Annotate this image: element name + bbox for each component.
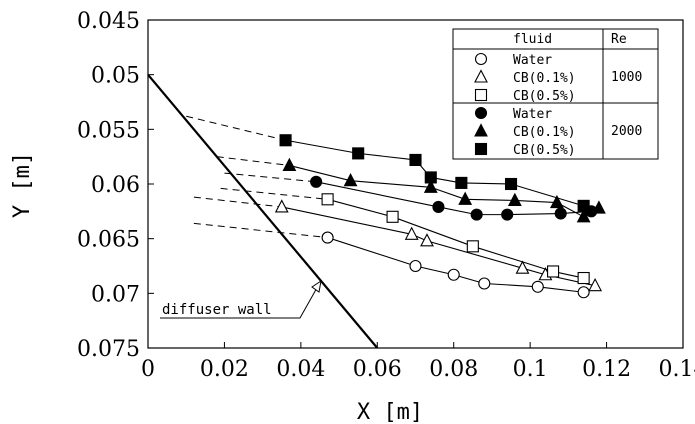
data-point: [455, 176, 468, 189]
data-point: [409, 259, 422, 273]
data-point: [470, 208, 483, 221]
data-point: [310, 175, 323, 188]
series-dashed-extension: [220, 187, 328, 200]
legend-marker: [474, 106, 488, 120]
x-tick-label: 0.08: [429, 357, 478, 382]
legend-header-re: Re: [611, 32, 627, 47]
series-3: [224, 172, 598, 221]
series-line: [289, 164, 600, 218]
diffuser-wall-annotation: diffuser wall: [160, 279, 322, 319]
data-point: [531, 280, 544, 293]
legend-marker: [474, 123, 488, 137]
legend-entry: Water: [513, 53, 552, 68]
data-point: [507, 192, 522, 206]
legend-marker: [474, 88, 488, 102]
y-tick-label: 0.055: [77, 118, 140, 143]
annotation-leader: [160, 285, 319, 319]
data-point: [321, 231, 334, 244]
y-tick-label: 0.065: [77, 228, 140, 253]
legend-entry: Water: [513, 107, 552, 122]
annotation-text: diffuser wall: [162, 302, 272, 318]
series-0: [193, 222, 590, 299]
legend-re-value: 2000: [611, 124, 642, 139]
x-tick-label: 0.14: [659, 357, 695, 382]
legend-entry: CB(0.1%): [513, 125, 576, 140]
legend-marker: [474, 142, 488, 156]
data-point: [466, 240, 479, 253]
data-point: [549, 194, 564, 209]
series-line: [316, 181, 592, 216]
legend: fluid Re Water CB(0.1%) CB(0.5%) Water CB(0.1%…: [452, 28, 659, 160]
data-point: [404, 226, 419, 240]
series-dashed-extension: [193, 222, 328, 239]
series-dashed-extension: [224, 172, 317, 183]
data-point: [515, 260, 530, 274]
y-tick-label: 0.045: [77, 9, 140, 34]
data-point: [352, 147, 365, 160]
y-tick-label: 0.075: [77, 337, 140, 362]
data-point: [577, 286, 590, 299]
data-point: [282, 157, 297, 171]
x-tick-label: 0.12: [582, 357, 631, 382]
data-point: [504, 177, 518, 191]
data-point: [577, 199, 590, 212]
legend-re-value: 1000: [611, 70, 642, 85]
data-point: [592, 200, 606, 214]
series-dashed-extension: [193, 196, 282, 208]
ticks-layer: 0 0.02 0.04 0.06 0.08 0.1 0.12 0.14 0.045 0.05 0.0…: [77, 9, 695, 382]
data-point: [432, 200, 445, 214]
data-point: [424, 171, 437, 184]
data-point: [577, 271, 590, 285]
series-dashed-extension: [216, 156, 290, 166]
legend-entry: CB(0.1%): [513, 71, 576, 86]
diffuser-wall-line: [147, 73, 379, 349]
legend-marker: [474, 52, 488, 66]
data-point: [458, 191, 473, 205]
legend-header-fluid: fluid: [513, 32, 552, 47]
legend-entry: CB(0.5%): [513, 143, 576, 158]
data-point: [409, 153, 422, 166]
x-tick-label: 0: [141, 357, 155, 382]
y-tick-label: 0.05: [91, 64, 140, 89]
x-tick-label: 0.06: [353, 357, 402, 382]
data-point: [478, 277, 491, 290]
y-tick-label: 0.06: [91, 173, 140, 198]
data-point: [423, 179, 438, 193]
legend-marker: [474, 69, 488, 83]
series-4: [216, 156, 606, 223]
x-tick-label: 0.1: [513, 357, 548, 382]
data-point: [343, 173, 358, 187]
series-layer: [147, 73, 606, 349]
series-line: [327, 198, 584, 279]
data-point: [420, 233, 434, 247]
series-line: [327, 237, 584, 293]
data-point: [501, 208, 514, 221]
x-axis-label: X [m]: [357, 400, 423, 424]
data-point: [554, 207, 567, 220]
annotation-arrowhead: [311, 279, 322, 293]
legend-entry: CB(0.5%): [513, 89, 576, 104]
data-point: [386, 210, 399, 223]
series-dashed-extension: [186, 115, 286, 141]
series-5: [186, 115, 590, 212]
data-point: [274, 199, 289, 213]
data-point: [547, 265, 560, 278]
legend-box: [452, 28, 659, 160]
y-tick-label: 0.07: [91, 282, 140, 307]
y-axis-label: Y [m]: [10, 152, 35, 218]
data-point: [576, 209, 591, 223]
series-2: [220, 187, 590, 285]
x-tick-label: 0.04: [276, 357, 325, 382]
data-point: [279, 134, 292, 147]
data-point: [447, 268, 460, 281]
data-point: [588, 277, 603, 292]
data-point: [321, 193, 334, 206]
x-tick-label: 0.02: [200, 357, 249, 382]
